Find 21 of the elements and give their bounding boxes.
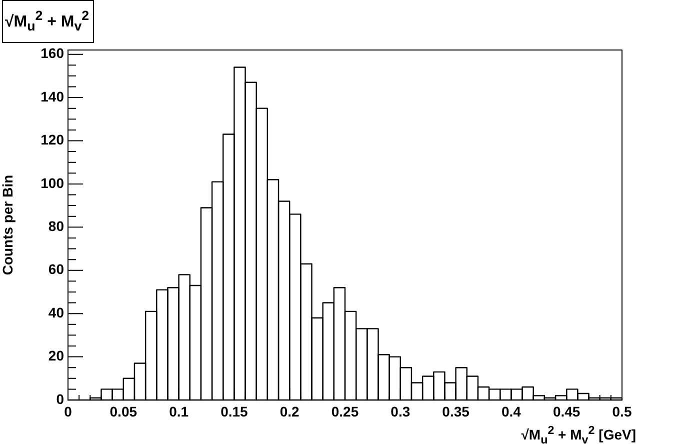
y-axis-title: Counts per Bin <box>0 174 16 276</box>
x-tick-label: 0.25 <box>331 403 359 420</box>
y-tick-label: 100 <box>40 174 64 191</box>
x-tick-label: 0.45 <box>552 403 580 420</box>
y-tick-label: 0 <box>56 390 64 407</box>
x-tick-label: 0.5 <box>612 403 632 420</box>
y-tick-label: 60 <box>48 261 64 278</box>
y-tick-label: 160 <box>40 45 64 62</box>
y-tick-label: 80 <box>48 218 64 234</box>
x-tick-label: 0.35 <box>442 403 470 420</box>
y-tick-label: 120 <box>40 132 64 148</box>
x-tick-label: 0.2 <box>280 403 300 420</box>
x-tick-label: 0.4 <box>501 403 522 420</box>
x-tick-label: 0.15 <box>220 403 248 420</box>
y-tick-label: 40 <box>48 304 64 320</box>
y-tick-label: 140 <box>40 88 64 104</box>
x-tick-label: 0.3 <box>390 403 410 420</box>
y-tick-label: 20 <box>48 348 64 364</box>
x-axis-title: √M$_{u}$$^{2}$ + M$_{v}$$^{2}$ [GeV] <box>521 423 636 444</box>
x-tick-label: 0.05 <box>110 403 138 420</box>
x-tick-label: 0.1 <box>169 403 189 420</box>
